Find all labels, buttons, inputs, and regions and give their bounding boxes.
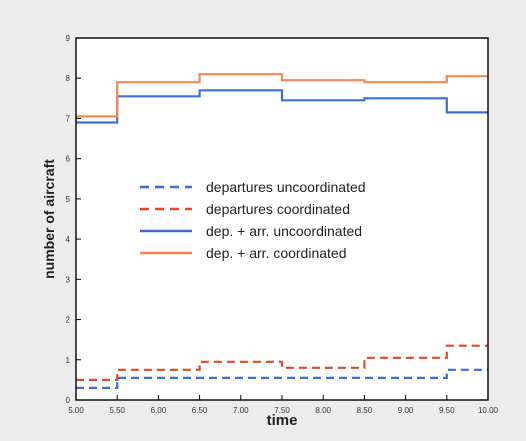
series-line-3: [76, 73, 488, 118]
x-tick-label: 9.50: [439, 406, 455, 415]
y-tick-label: 1: [66, 356, 71, 365]
y-tick-label: 3: [66, 275, 71, 284]
x-tick-label: 6.00: [151, 406, 167, 415]
y-tick-label: 2: [66, 316, 71, 325]
legend: departures uncoordinated departures coord…: [140, 179, 366, 261]
x-tick-label: 8.50: [357, 406, 373, 415]
series-line-2: [76, 89, 488, 124]
x-tick-label: 7.00: [233, 406, 249, 415]
y-tick-label: 6: [66, 155, 71, 164]
y-axis: 0 1 2 3 4 5 6 7 8 9: [66, 34, 81, 405]
legend-label-0: departures uncoordinated: [206, 179, 366, 195]
x-axis: 5.00 5.50 6.00 6.50 7.00 7.50 8.00 8.50 9.00 9.50…: [68, 395, 499, 415]
series-layer: [76, 73, 488, 389]
x-tick-label: 8.00: [315, 406, 331, 415]
y-tick-label: 5: [66, 195, 71, 204]
x-tick-label: 5.00: [68, 406, 84, 415]
x-tick-label: 6.50: [192, 406, 208, 415]
y-tick-label: 0: [66, 396, 71, 405]
series-line-0: [76, 368, 488, 389]
y-tick-label: 8: [66, 74, 71, 83]
y-tick-label: 9: [66, 34, 71, 43]
y-axis-label: number of aircraft: [41, 159, 57, 279]
x-tick-label: 10.00: [478, 406, 499, 415]
legend-label-1: departures coordinated: [206, 201, 350, 217]
x-tick-label: 5.50: [109, 406, 125, 415]
x-axis-label: time: [267, 412, 298, 429]
legend-label-2: dep. + arr. uncoordinated: [206, 223, 362, 239]
series-line-1: [76, 344, 488, 381]
x-tick-label: 9.00: [398, 406, 414, 415]
y-tick-label: 7: [66, 114, 71, 123]
y-tick-label: 4: [66, 235, 71, 244]
legend-label-3: dep. + arr. coordinated: [206, 245, 347, 261]
x-tick-label: 7.50: [274, 406, 290, 415]
